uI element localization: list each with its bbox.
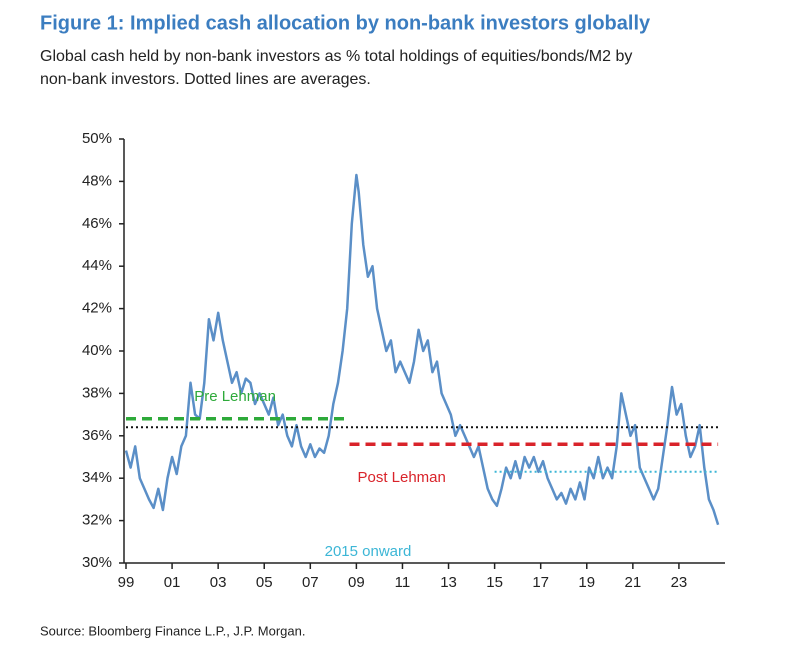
x-tick-label: 13 — [440, 574, 457, 591]
x-tick-label: 19 — [578, 574, 595, 591]
x-tick-label: 23 — [671, 574, 688, 591]
x-tick-label: 01 — [164, 574, 181, 591]
y-tick-label: 44% — [82, 257, 112, 274]
x-tick-label: 17 — [532, 574, 549, 591]
y-tick-label: 48% — [82, 172, 112, 189]
x-tick-label: 15 — [486, 574, 503, 591]
annotation: Post Lehman — [357, 469, 445, 486]
x-tick-label: 03 — [210, 574, 227, 591]
subtitle: non-bank investors. Dotted lines are ave… — [40, 71, 371, 88]
annotation: Pre Lehman — [194, 388, 276, 405]
x-tick-label: 21 — [625, 574, 642, 591]
x-tick-label: 07 — [302, 574, 319, 591]
x-tick-label: 09 — [348, 574, 365, 591]
x-tick-label: 05 — [256, 574, 273, 591]
subtitle: Global cash held by non-bank investors a… — [40, 48, 632, 65]
annotation: 2015 onward — [325, 543, 412, 560]
y-tick-label: 30% — [82, 554, 112, 571]
y-tick-label: 46% — [82, 215, 112, 232]
x-tick-label: 99 — [118, 574, 135, 591]
y-tick-label: 34% — [82, 469, 112, 486]
chart-title: Figure 1: Implied cash allocation by non… — [40, 12, 651, 34]
y-tick-label: 50% — [82, 130, 112, 147]
y-tick-label: 36% — [82, 427, 112, 444]
y-tick-label: 38% — [82, 384, 112, 401]
source: Source: Bloomberg Finance L.P., J.P. Mor… — [40, 623, 305, 638]
y-tick-label: 32% — [82, 512, 112, 529]
x-tick-label: 11 — [395, 574, 411, 591]
y-tick-label: 40% — [82, 342, 112, 359]
data-line — [124, 173, 720, 526]
y-tick-label: 42% — [82, 300, 112, 317]
